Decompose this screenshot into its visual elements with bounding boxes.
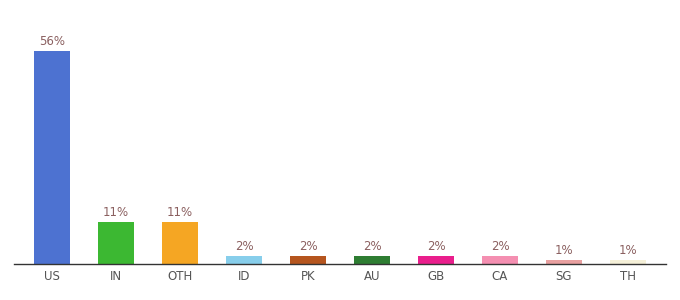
Bar (163, 222, 198, 264)
Bar (99, 222, 133, 264)
Bar (290, 256, 326, 264)
Bar (482, 256, 517, 264)
Bar (547, 260, 581, 264)
Text: 2%: 2% (426, 240, 445, 254)
Text: 11%: 11% (103, 206, 129, 219)
Bar (35, 51, 69, 264)
Bar (611, 260, 645, 264)
Text: 11%: 11% (167, 206, 193, 219)
Text: 1%: 1% (555, 244, 573, 257)
Text: 2%: 2% (491, 240, 509, 254)
Bar (418, 256, 454, 264)
Bar (354, 256, 390, 264)
Text: 2%: 2% (299, 240, 318, 254)
Text: 1%: 1% (619, 244, 637, 257)
Bar (226, 256, 262, 264)
Text: 2%: 2% (235, 240, 254, 254)
Text: 56%: 56% (39, 35, 65, 48)
Text: 2%: 2% (362, 240, 381, 254)
